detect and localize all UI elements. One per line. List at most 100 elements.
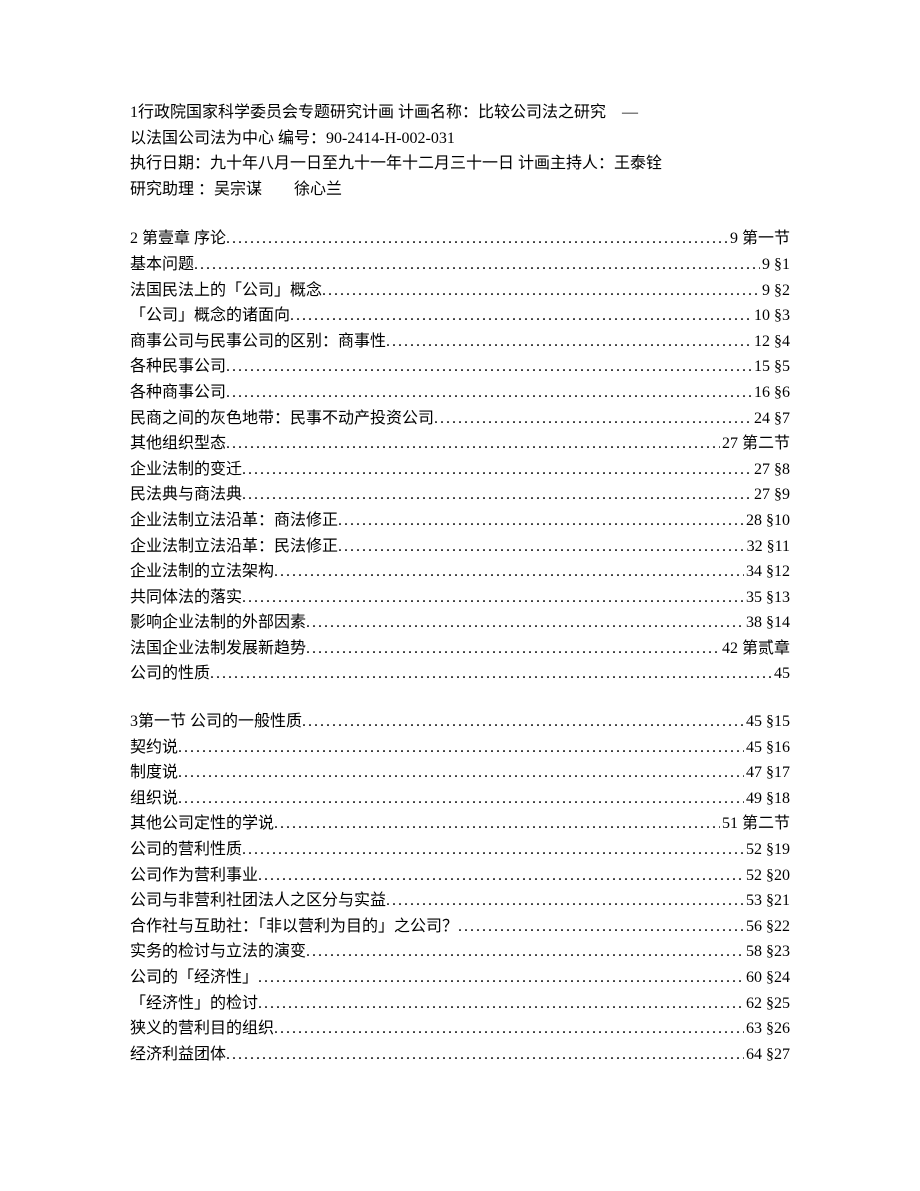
- toc-dots: [226, 1042, 744, 1068]
- toc-right: 9 §2: [760, 278, 790, 304]
- toc-right: 38 §14: [744, 610, 790, 636]
- toc-right: 52 §19: [744, 837, 790, 863]
- toc-left: 其他公司定性的学说: [130, 811, 274, 837]
- toc-dots: [290, 303, 752, 329]
- toc-row: 契约说 45 §16: [130, 735, 790, 761]
- toc-dots: [226, 431, 720, 457]
- toc-left: 法国企业法制发展新趋势: [130, 636, 306, 662]
- toc-right: 58 §23: [744, 939, 790, 965]
- toc-right: 56 §22: [744, 914, 790, 940]
- toc-lead-1: 2 第壹章 序论 9 第一节: [130, 226, 790, 252]
- toc-dots: [242, 585, 744, 611]
- toc-left: 基本问题: [130, 252, 194, 278]
- toc-right: 10 §3: [752, 303, 790, 329]
- toc-left: 民商之间的灰色地带：民事不动产投资公司: [130, 406, 434, 432]
- toc-left: 企业法制立法沿革：商法修正: [130, 508, 338, 534]
- toc-left: 各种民事公司: [130, 354, 226, 380]
- toc-dots: [458, 914, 744, 940]
- toc-dots: [242, 837, 744, 863]
- toc-right: 35 §13: [744, 585, 790, 611]
- toc-right: 52 §20: [744, 863, 790, 889]
- toc-right: 42 第贰章: [720, 636, 790, 662]
- toc-right: 15 §5: [752, 354, 790, 380]
- toc-left: 实务的检讨与立法的演变: [130, 939, 306, 965]
- toc-row: 公司的营利性质 52 §19: [130, 837, 790, 863]
- toc-row: 「公司」概念的诸面向 10 §3: [130, 303, 790, 329]
- toc-left: 「经济性」的检讨: [130, 991, 258, 1017]
- toc-dots: [258, 965, 744, 991]
- toc-block-1: 2 第壹章 序论 9 第一节 基本问题9 §1法国民法上的「公司」概念9 §2「…: [130, 226, 790, 687]
- toc-row: 公司的「经济性」60 §24: [130, 965, 790, 991]
- toc-right: 53 §21: [744, 888, 790, 914]
- header-line-2: 以法国公司法为中心 编号：90-2414-H-002-031: [130, 126, 790, 152]
- toc-right: 64 §27: [744, 1042, 790, 1068]
- toc-right: 47 §17: [744, 760, 790, 786]
- toc-lead-2: 3第一节 公司的一般性质 45 §15: [130, 709, 790, 735]
- toc-row: 公司的性质45: [130, 661, 790, 687]
- toc-right: 32 §11: [745, 534, 790, 560]
- toc-dots: [386, 888, 744, 914]
- toc-row: 民商之间的灰色地带：民事不动产投资公司 24 §7: [130, 406, 790, 432]
- toc-right: 9 §1: [760, 252, 790, 278]
- toc-dots: [226, 354, 752, 380]
- toc-left: 企业法制的变迁: [130, 457, 242, 483]
- toc-dots: [178, 735, 744, 761]
- toc-left: 经济利益团体: [130, 1042, 226, 1068]
- toc-dots: [242, 482, 752, 508]
- header-line-4: 研究助理 ：吴宗谋 徐心兰: [130, 177, 790, 203]
- toc-dots: [274, 1016, 744, 1042]
- toc-left: 企业法制立法沿革：民法修正: [130, 534, 338, 560]
- toc-dots: [178, 786, 744, 812]
- toc-left: 3第一节 公司的一般性质: [130, 709, 302, 735]
- toc-row: 其他公司定性的学说 51 第二节: [130, 811, 790, 837]
- toc-row: 制度说 47 §17: [130, 760, 790, 786]
- toc-right: 24 §7: [752, 406, 790, 432]
- toc-row: 经济利益团体 64 §27: [130, 1042, 790, 1068]
- toc-left: 各种商事公司: [130, 380, 226, 406]
- toc-dots: [306, 636, 720, 662]
- toc-row: 组织说49 §18: [130, 786, 790, 812]
- toc-dots: [302, 709, 744, 735]
- toc-row: 共同体法的落实35 §13: [130, 585, 790, 611]
- toc-left: 狭义的营利目的组织: [130, 1016, 274, 1042]
- toc-row: 企业法制立法沿革：商法修正28 §10: [130, 508, 790, 534]
- toc-right: 63 §26: [744, 1016, 790, 1042]
- toc-row: 影响企业法制的外部因素 38 §14: [130, 610, 790, 636]
- toc-dots: [386, 329, 752, 355]
- toc-row: 狭义的营利目的组织 63 §26: [130, 1016, 790, 1042]
- toc-dots: [226, 380, 752, 406]
- toc-left: 公司的营利性质: [130, 837, 242, 863]
- toc-dots: [274, 559, 744, 585]
- toc-row: 各种民事公司 15 §5: [130, 354, 790, 380]
- toc-dots: [178, 760, 744, 786]
- toc-right: 27 §8: [752, 457, 790, 483]
- toc-dots: [194, 252, 760, 278]
- toc-right: 27 第二节: [720, 431, 790, 457]
- toc-right: 16 §6: [752, 380, 790, 406]
- toc-dots: [258, 863, 744, 889]
- toc-right: 51 第二节: [720, 811, 790, 837]
- toc-dots: [274, 811, 720, 837]
- toc-row: 合作社与互助社：「非以营利为目的」之公司？ 56 §22: [130, 914, 790, 940]
- toc-left: 制度说: [130, 760, 178, 786]
- toc-row: 商事公司与民事公司的区别：商事性12 §4: [130, 329, 790, 355]
- toc-right: 45: [772, 661, 790, 687]
- toc-left: 影响企业法制的外部因素: [130, 610, 306, 636]
- toc-right: 45 §16: [744, 735, 790, 761]
- toc-row: 企业法制立法沿革：民法修正 32 §11: [130, 534, 790, 560]
- toc-row: 各种商事公司 16 §6: [130, 380, 790, 406]
- toc-right: 34 §12: [744, 559, 790, 585]
- toc-left: 「公司」概念的诸面向: [130, 303, 290, 329]
- toc-dots: [322, 278, 760, 304]
- toc-dots: [338, 508, 744, 534]
- toc-row: 法国企业法制发展新趋势 42 第贰章: [130, 636, 790, 662]
- toc-row: 其他组织型态27 第二节: [130, 431, 790, 457]
- toc-dots: [306, 610, 744, 636]
- header-line-1: 1行政院国家科学委员会专题研究计画 计画名称：比较公司法之研究 —: [130, 100, 790, 126]
- toc-left: 商事公司与民事公司的区别：商事性: [130, 329, 386, 355]
- toc-left: 公司与非营利社团法人之区分与实益: [130, 888, 386, 914]
- toc-left: 契约说: [130, 735, 178, 761]
- toc-left: 2 第壹章 序论: [130, 226, 226, 252]
- toc-left: 合作社与互助社：「非以营利为目的」之公司？: [130, 914, 458, 940]
- toc-row: 企业法制的立法架构34 §12: [130, 559, 790, 585]
